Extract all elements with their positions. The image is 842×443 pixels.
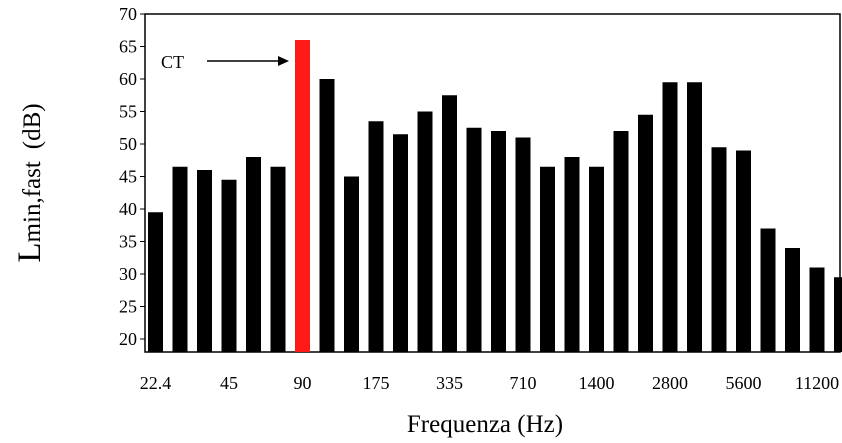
- y-tick-label: 40: [119, 199, 137, 219]
- bar: [613, 131, 629, 352]
- bar: [172, 166, 188, 352]
- y-axis-title-text: Lmin,fast (dB): [12, 103, 48, 262]
- bar: [270, 166, 286, 352]
- y-axis-title: Lmin,fast (dB): [12, 103, 48, 262]
- bar: [662, 82, 678, 352]
- bar: [246, 157, 261, 352]
- bar-highlighted: [295, 40, 310, 352]
- y-tick-label: 20: [119, 329, 137, 349]
- y-tick-label: 50: [119, 134, 137, 154]
- bar: [221, 179, 237, 352]
- annotation-label: CT: [161, 52, 184, 72]
- bar: [564, 157, 580, 352]
- x-tick-label: 90: [294, 373, 312, 393]
- bar: [197, 170, 212, 352]
- bar: [319, 79, 335, 352]
- bar: [466, 127, 482, 352]
- y-axis-title-main: L: [12, 242, 48, 262]
- bar: [687, 82, 702, 352]
- bar: [417, 111, 433, 352]
- y-tick-label: 25: [119, 297, 137, 317]
- y-tick-label: 60: [119, 69, 137, 89]
- bar: [393, 134, 408, 352]
- bar: [711, 147, 727, 352]
- bar: [148, 212, 163, 352]
- bar: [368, 121, 384, 352]
- y-tick-label: 55: [119, 102, 137, 122]
- y-axis-title-unit: (dB): [19, 103, 46, 149]
- bar: [515, 137, 531, 352]
- x-tick-label: 11200: [795, 373, 839, 393]
- x-axis-ticks: 22.4 45 90 175 335 710 1400 2800 5600 11200: [140, 373, 839, 393]
- bar: [344, 176, 359, 352]
- bars: [148, 40, 842, 352]
- x-tick-label: 1400: [579, 373, 615, 393]
- bar: [540, 166, 555, 352]
- x-tick-label: 2800: [652, 373, 688, 393]
- y-axis-title-subscript: min,fast: [19, 161, 46, 242]
- x-tick-label: 710: [510, 373, 537, 393]
- bar: [834, 277, 842, 352]
- bar: [736, 150, 751, 352]
- bar: [442, 95, 457, 352]
- annotation: CT: [161, 52, 289, 72]
- y-axis-ticks: 20 25 30 35 40 45 50 55 60 65 70: [119, 4, 145, 349]
- bar: [491, 131, 506, 352]
- bar: [589, 166, 604, 352]
- y-tick-label: 45: [119, 167, 137, 187]
- x-tick-label: 335: [436, 373, 463, 393]
- y-tick-label: 35: [119, 232, 137, 252]
- y-tick-label: 65: [119, 37, 137, 57]
- y-tick-label: 70: [119, 4, 137, 24]
- x-axis-title: Frequenza (Hz): [407, 411, 563, 438]
- x-tick-label: 22.4: [140, 373, 172, 393]
- annotation-arrow-head: [278, 56, 289, 66]
- bar: [760, 228, 776, 352]
- x-tick-label: 5600: [726, 373, 762, 393]
- bar: [809, 267, 825, 352]
- x-tick-label: 175: [363, 373, 390, 393]
- bar: [638, 114, 653, 352]
- bar: [785, 248, 800, 352]
- y-tick-label: 30: [119, 264, 137, 284]
- x-tick-label: 45: [220, 373, 238, 393]
